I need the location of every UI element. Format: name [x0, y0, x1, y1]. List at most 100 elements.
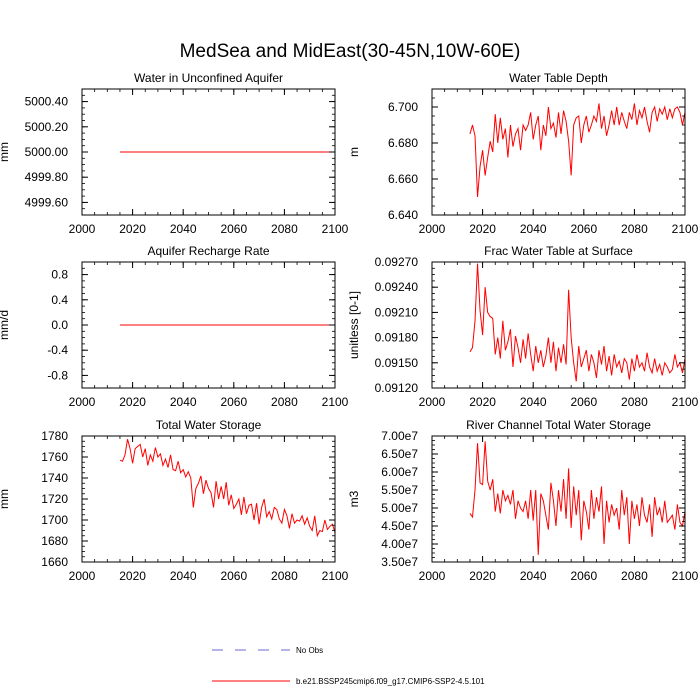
y-tick-label: 0.09210: [375, 305, 419, 319]
x-tick-label: 2040: [170, 222, 197, 236]
y-tick-label: 6.00e7: [381, 465, 418, 479]
x-tick-label: 2080: [271, 395, 298, 409]
x-tick-label: 2060: [570, 222, 597, 236]
y-tick-label: 5.50e7: [381, 483, 418, 497]
panel-3: Aquifer Recharge Rate mm/d 2000 2020 2040 206…: [0, 244, 349, 409]
x-tick-label: 2000: [419, 569, 446, 583]
x-tick-label: 2100: [672, 222, 699, 236]
y-tick-label: 5.00e7: [381, 501, 418, 515]
plot-frame: [81, 88, 336, 216]
x-tick-label: 2000: [69, 222, 96, 236]
x-tick-label: 2020: [119, 569, 146, 583]
x-tick-label: 2060: [220, 569, 247, 583]
y-tick-label: 0.09240: [375, 280, 419, 294]
y-tick-label: 1720: [41, 492, 68, 506]
x-tick-label: 2080: [621, 222, 648, 236]
x-tick-label: 2020: [119, 222, 146, 236]
series-line-1: [469, 103, 685, 198]
x-tick-label: 2000: [419, 222, 446, 236]
y-tick-label: 7.00e7: [381, 429, 418, 443]
y-tick-label: 0.8: [51, 268, 68, 282]
x-tick-label: 2020: [469, 395, 496, 409]
y-tick-label: 0.09150: [375, 356, 419, 370]
y-tick-label: 1660: [41, 555, 68, 569]
y-tick-label: -0.4: [47, 343, 68, 357]
panel-2: Water Table Depth m 2000 2020 2040 2060 2080 21…: [347, 71, 699, 236]
panel-4: Frac Water Table at Surface unitless [0-1…: [347, 244, 699, 409]
panel-5: Total Water Storage mm 2000 2020 2040 2060 208…: [0, 418, 349, 583]
legend-series-label: b.e21.BSSP245cmip6.f09_g17.CMIP6-SSP2-4.…: [296, 677, 485, 686]
y-tick-label: 5000.40: [25, 95, 69, 109]
y-tick-label: 4999.80: [25, 170, 69, 184]
y-tick-label: 0.4: [51, 293, 68, 307]
plot-frame: [81, 435, 336, 563]
x-tick-label: 2000: [69, 395, 96, 409]
x-tick-label: 2040: [170, 569, 197, 583]
panel-title: Water Table Depth: [509, 71, 608, 85]
y-tick-label: 3.50e7: [381, 555, 418, 569]
y-tick-label: 6.660: [388, 172, 418, 186]
y-axis-label: m3: [347, 490, 361, 507]
y-tick-label: 4.50e7: [381, 519, 418, 533]
y-axis-label: mm/d: [0, 310, 11, 340]
x-tick-label: 2060: [570, 395, 597, 409]
panel-6: River Channel Total Water Storage m3 2000 2…: [347, 418, 699, 583]
y-tick-label: 0.09180: [375, 331, 419, 345]
y-tick-label: 4999.60: [25, 195, 69, 209]
y-tick-label: 0.09120: [375, 381, 419, 395]
y-axis-label: m: [347, 147, 361, 157]
x-tick-label: 2080: [271, 569, 298, 583]
panel-title: River Channel Total Water Storage: [466, 418, 651, 432]
y-axis-label: mm: [0, 142, 11, 162]
x-tick-label: 2060: [220, 222, 247, 236]
panel-title: Frac Water Table at Surface: [484, 244, 633, 258]
x-tick-label: 2080: [621, 569, 648, 583]
x-tick-label: 2100: [322, 395, 349, 409]
y-tick-label: 5000.00: [25, 145, 69, 159]
y-tick-label: 0.0: [51, 318, 68, 332]
x-tick-label: 2000: [69, 569, 96, 583]
y-tick-label: 4.00e7: [381, 537, 418, 551]
x-tick-label: 2080: [271, 222, 298, 236]
series-line-1: [119, 439, 335, 538]
series-line-1: [469, 263, 685, 382]
plot-frame: [431, 261, 686, 389]
x-tick-label: 2100: [322, 222, 349, 236]
x-tick-label: 2020: [469, 222, 496, 236]
x-tick-label: 2040: [520, 222, 547, 236]
y-tick-label: 6.700: [388, 100, 418, 114]
y-tick-label: 0.09270: [375, 255, 419, 269]
x-tick-label: 2040: [520, 569, 547, 583]
x-tick-label: 2060: [220, 395, 247, 409]
panel-1: Water in Unconfined Aquifer mm 2000 2020 204…: [0, 71, 349, 236]
panel-title: Aquifer Recharge Rate: [147, 244, 269, 258]
y-tick-label: 1740: [41, 471, 68, 485]
panel-title: Total Water Storage: [156, 418, 262, 432]
y-tick-label: 1780: [41, 429, 68, 443]
legend: No Obs b.e21.BSSP245cmip6.f09_g17.CMIP6-…: [212, 646, 485, 686]
x-tick-label: 2040: [520, 395, 547, 409]
y-tick-label: 1700: [41, 513, 68, 527]
x-tick-label: 2020: [469, 569, 496, 583]
panel-title: Water in Unconfined Aquifer: [134, 71, 283, 85]
panels: Water in Unconfined Aquifer mm 2000 2020 204…: [0, 71, 699, 583]
x-tick-label: 2020: [119, 395, 146, 409]
series-line-1: [469, 441, 685, 555]
y-tick-label: -0.8: [47, 368, 68, 382]
legend-obs-label: No Obs: [296, 646, 323, 655]
x-tick-label: 2000: [419, 395, 446, 409]
y-axis-label: mm: [0, 489, 11, 509]
y-tick-label: 6.680: [388, 136, 418, 150]
y-tick-label: 6.640: [388, 208, 418, 222]
y-tick-label: 6.50e7: [381, 447, 418, 461]
x-tick-label: 2100: [322, 569, 349, 583]
y-tick-label: 5000.20: [25, 120, 69, 134]
x-tick-label: 2100: [672, 569, 699, 583]
y-tick-label: 1760: [41, 450, 68, 464]
y-axis-label: unitless [0-1]: [347, 291, 361, 359]
x-tick-label: 2080: [621, 395, 648, 409]
figure-title: MedSea and MidEast(30-45N,10W-60E): [180, 41, 521, 62]
plot-frame: [81, 261, 336, 389]
x-tick-label: 2100: [672, 395, 699, 409]
